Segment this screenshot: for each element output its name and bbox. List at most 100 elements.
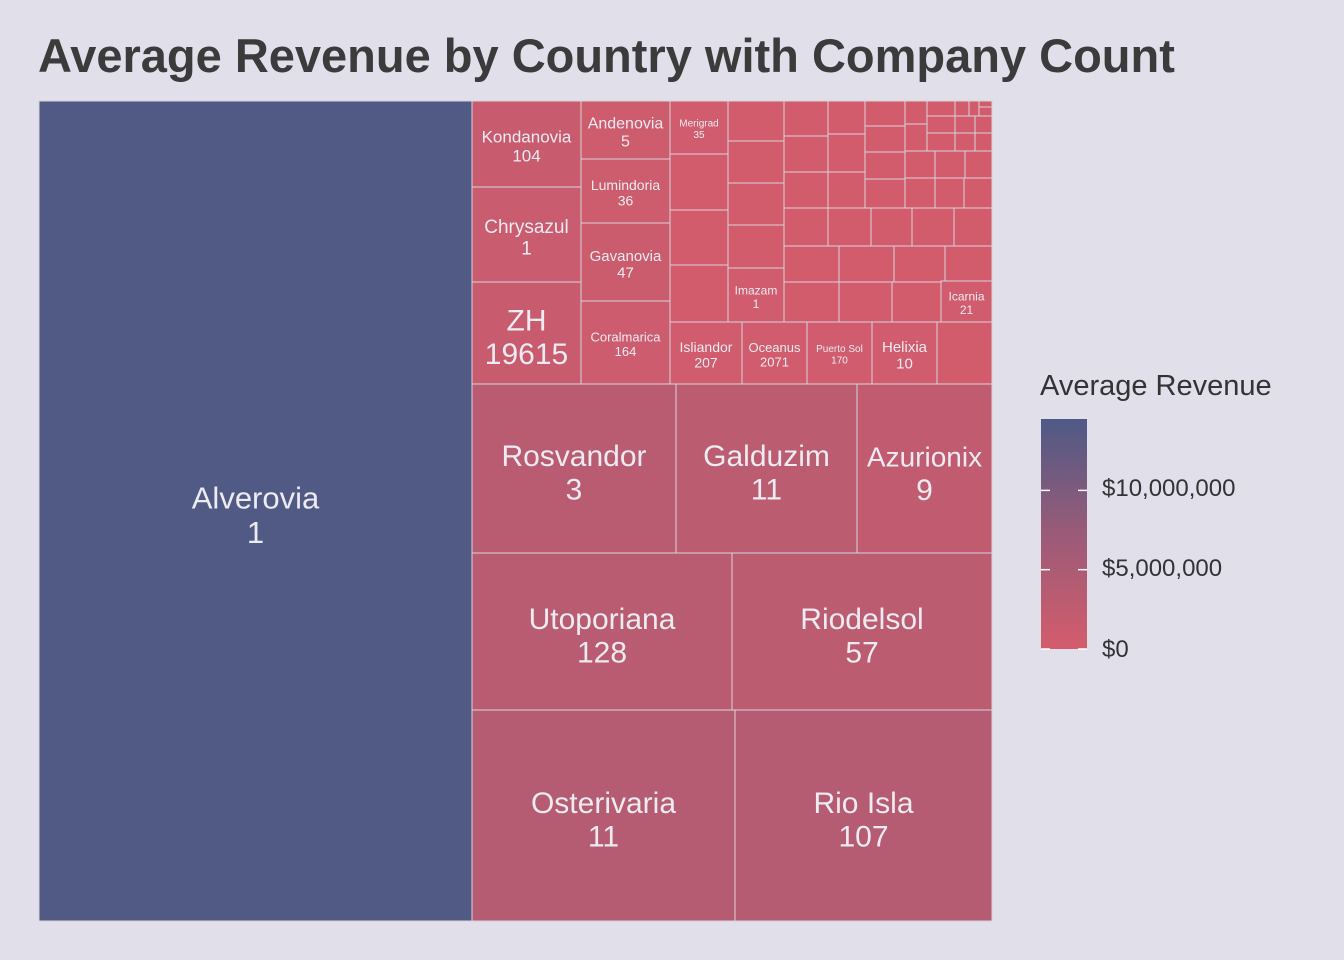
treemap-tile bbox=[936, 321, 993, 385]
tile-count-kondanovia: 104 bbox=[512, 147, 540, 166]
tile-label-helixia: Helixia bbox=[882, 339, 928, 356]
treemap-tile bbox=[864, 125, 906, 153]
tile-count-zh: 19615 bbox=[485, 338, 568, 371]
treemap-tiles bbox=[38, 100, 993, 922]
tile-label-zh: ZH bbox=[507, 305, 547, 338]
treemap-tile bbox=[838, 245, 895, 283]
tile-count-puerto-sol: 170 bbox=[831, 355, 848, 366]
tile-label-oceanus: Oceanus bbox=[748, 340, 801, 355]
tile-label-chrysazul: Chrysazul bbox=[484, 217, 568, 238]
tile-label-azurionix: Azurionix bbox=[867, 441, 982, 472]
treemap-tile bbox=[926, 115, 956, 134]
treemap-tile-kondanovia bbox=[471, 100, 582, 188]
treemap-tile bbox=[727, 100, 785, 142]
treemap-tile bbox=[954, 115, 976, 134]
tile-count-lumindoria: 36 bbox=[618, 193, 634, 209]
treemap-tile bbox=[904, 150, 936, 179]
tile-count-coralmarica: 164 bbox=[615, 344, 637, 359]
treemap-tile bbox=[827, 100, 866, 135]
treemap-tile-merigrad bbox=[669, 100, 729, 155]
tile-count-azurionix: 9 bbox=[916, 474, 933, 507]
treemap-tile bbox=[783, 171, 829, 209]
treemap-tile bbox=[669, 153, 729, 211]
treemap-tile bbox=[783, 100, 829, 137]
tile-count-imazam: 1 bbox=[753, 297, 760, 311]
tile-label-coralmarica: Coralmarica bbox=[590, 329, 661, 344]
treemap-tile-lumindoria bbox=[580, 158, 671, 224]
tile-count-isliandor: 207 bbox=[694, 355, 718, 371]
treemap-tile bbox=[934, 150, 966, 179]
tile-label-puerto-sol: Puerto Sol bbox=[816, 344, 863, 355]
treemap-tile bbox=[954, 100, 970, 117]
treemap-tile-galduzim bbox=[675, 383, 858, 554]
tile-label-alverovia: Alverovia bbox=[192, 481, 320, 516]
tile-count-utoporiana: 128 bbox=[577, 637, 627, 670]
tile-label-imazam: Imazam bbox=[735, 284, 778, 298]
tile-count-osterivaria: 11 bbox=[588, 821, 619, 854]
color-legend-bar bbox=[1041, 419, 1087, 649]
treemap-tile bbox=[783, 245, 840, 283]
treemap-tile bbox=[864, 151, 906, 180]
treemap-tile bbox=[974, 115, 993, 134]
tile-count-rosvandor: 3 bbox=[566, 474, 583, 507]
treemap-tile bbox=[891, 281, 942, 323]
treemap-tile bbox=[783, 281, 840, 323]
color-legend-ticks bbox=[1041, 489, 1087, 650]
legend-tick-label-0: $0 bbox=[1102, 636, 1129, 663]
treemap-tile bbox=[926, 132, 956, 152]
treemap-tile bbox=[911, 207, 955, 247]
treemap-tile bbox=[783, 207, 829, 247]
tile-label-utoporiana: Utoporiana bbox=[529, 603, 676, 636]
treemap-tile bbox=[827, 207, 872, 247]
treemap-tile-imazam bbox=[727, 267, 785, 324]
treemap-tile bbox=[964, 150, 993, 179]
tile-label-lumindoria: Lumindoria bbox=[591, 177, 660, 193]
treemap-tile bbox=[893, 245, 946, 283]
tile-count-gavanovia: 47 bbox=[617, 265, 634, 282]
tile-count-icarnia: 21 bbox=[960, 303, 974, 317]
tile-label-galduzim: Galduzim bbox=[703, 440, 830, 473]
treemap-tile bbox=[864, 178, 906, 209]
legend-title: Average Revenue bbox=[1040, 370, 1272, 402]
tile-count-riodelsol: 57 bbox=[845, 637, 878, 670]
treemap-tile bbox=[954, 132, 976, 152]
treemap-tile bbox=[904, 177, 936, 209]
tile-count-oceanus: 2071 bbox=[760, 355, 789, 370]
tile-count-merigrad: 35 bbox=[693, 130, 705, 141]
tile-label-icarnia: Icarnia bbox=[948, 290, 984, 304]
treemap-tile bbox=[870, 207, 913, 247]
treemap-tile bbox=[953, 207, 993, 247]
treemap-tile bbox=[669, 264, 729, 323]
tile-label-riodelsol: Riodelsol bbox=[800, 603, 923, 636]
treemap-tile bbox=[926, 100, 956, 117]
treemap-tile-icarnia bbox=[940, 280, 993, 323]
treemap-tile-utoporiana bbox=[471, 552, 733, 711]
treemap-tile bbox=[783, 135, 829, 173]
treemap-tile bbox=[904, 100, 928, 125]
treemap-labels: Alverovia1Kondanovia104Chrysazul1ZH19615… bbox=[192, 116, 985, 854]
treemap-tile bbox=[963, 177, 993, 209]
tile-label-rosvandor: Rosvandor bbox=[501, 440, 646, 473]
treemap-tile bbox=[827, 133, 866, 173]
tile-count-alverovia: 1 bbox=[247, 515, 264, 550]
treemap-tile bbox=[978, 100, 993, 108]
tile-label-andenovia: Andenovia bbox=[588, 116, 664, 133]
tile-label-rio-isla: Rio Isla bbox=[813, 787, 913, 820]
treemap-tile bbox=[974, 132, 993, 152]
treemap-tile bbox=[944, 245, 993, 282]
treemap-tile-gavanovia bbox=[580, 222, 671, 302]
treemap-tile-zh bbox=[471, 281, 582, 385]
tile-label-gavanovia: Gavanovia bbox=[590, 248, 662, 265]
treemap-tile-oceanus bbox=[741, 321, 808, 385]
legend-tick-label-5m: $5,000,000 bbox=[1102, 555, 1223, 582]
treemap-tile bbox=[727, 224, 785, 269]
tile-count-galduzim: 11 bbox=[751, 474, 782, 507]
treemap-tile-rio-isla bbox=[734, 709, 993, 922]
tile-label-osterivaria: Osterivaria bbox=[531, 787, 676, 820]
treemap-tile bbox=[864, 100, 906, 127]
tile-label-isliandor: Isliandor bbox=[680, 339, 733, 355]
tile-count-rio-isla: 107 bbox=[838, 821, 888, 854]
treemap-tile bbox=[827, 171, 866, 209]
treemap-tile bbox=[727, 182, 785, 226]
